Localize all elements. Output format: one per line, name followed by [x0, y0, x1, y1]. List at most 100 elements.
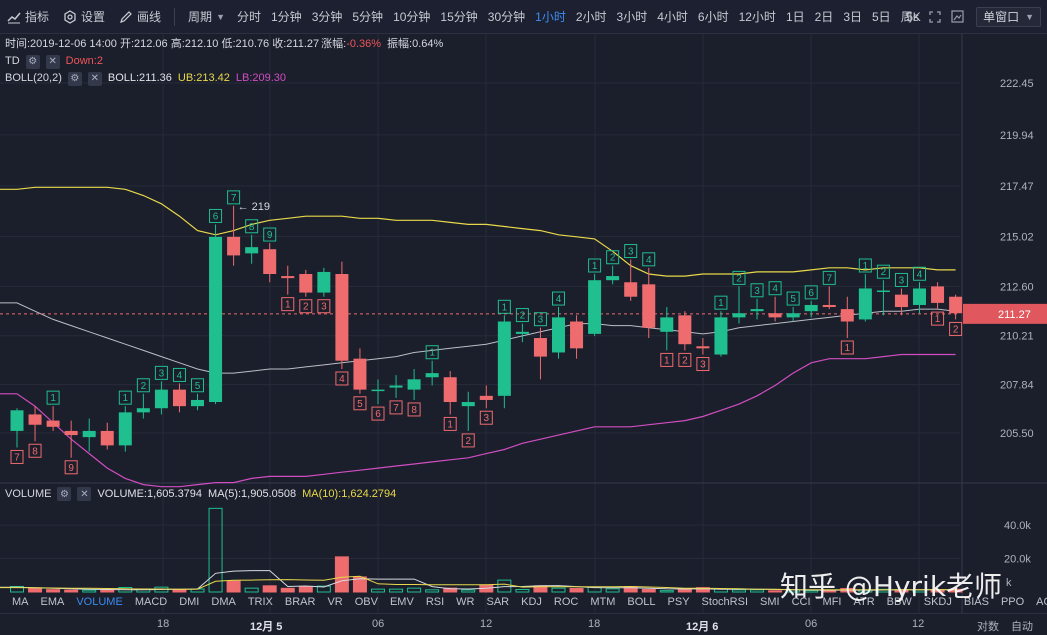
volume-bar: [371, 588, 385, 593]
period-option[interactable]: 3分钟: [311, 10, 343, 24]
candle-body: [191, 399, 204, 407]
period-dropdown[interactable]: 周期 ▼: [181, 0, 232, 33]
td-label: 4: [552, 291, 565, 306]
td-label: 2: [136, 378, 150, 393]
indicator-tab[interactable]: VR: [327, 596, 343, 608]
period-option[interactable]: 4小时: [657, 10, 688, 24]
td-label-text: 1: [718, 298, 724, 309]
volume-close-icon[interactable]: ✕: [77, 487, 92, 501]
screenshot-icon[interactable]: [946, 6, 968, 28]
period-option[interactable]: 3小时: [616, 10, 648, 24]
period-option[interactable]: 分时: [236, 10, 261, 24]
td-label: 2: [678, 352, 692, 367]
indicator-tab[interactable]: MTM: [590, 596, 616, 608]
td-settings-icon[interactable]: ⚙: [25, 54, 40, 69]
indicator-tab[interactable]: EMV: [389, 596, 414, 608]
td-label-text: 3: [484, 413, 490, 424]
td-label: 2: [515, 308, 529, 323]
candles: ← 219: [10, 201, 963, 458]
indicator-tab[interactable]: ATR: [853, 596, 875, 608]
indicator-tab[interactable]: BBW: [886, 596, 912, 608]
indicator-tab[interactable]: CCI: [791, 596, 811, 608]
period-option[interactable]: 30分钟: [487, 10, 526, 24]
volume-bar: [425, 589, 440, 593]
indicator-button[interactable]: 指标: [0, 0, 56, 33]
period-option[interactable]: 5日: [872, 10, 891, 24]
indicator-tab[interactable]: DMA: [211, 596, 236, 608]
indicator-tab[interactable]: VOLUME: [76, 596, 123, 608]
candle-body: [389, 385, 403, 388]
boll-close-icon[interactable]: ✕: [87, 71, 102, 86]
period-option[interactable]: 15分钟: [440, 10, 478, 24]
indicator-tab[interactable]: BIAS: [963, 596, 989, 608]
indicator-tab[interactable]: SMI: [760, 596, 780, 608]
period-option[interactable]: 12小时: [738, 10, 776, 24]
period-option[interactable]: 3日: [843, 10, 862, 24]
indicator-tab[interactable]: StochRSI: [701, 596, 749, 608]
volume-settings-icon[interactable]: ⚙: [57, 487, 72, 501]
td-label-box: [552, 291, 565, 306]
td-label-text: 2: [141, 381, 147, 392]
indicator-tab[interactable]: DMI: [179, 596, 200, 608]
boll-settings-icon[interactable]: ⚙: [67, 71, 82, 86]
indicator-tab[interactable]: KDJ: [521, 596, 542, 608]
indicator-tab[interactable]: PPO: [1000, 596, 1025, 608]
volume-bar: [334, 556, 349, 593]
indicator-tab[interactable]: SAR: [486, 596, 510, 608]
td-label-box: [281, 297, 295, 312]
period-option[interactable]: 2小时: [575, 10, 607, 24]
period-option[interactable]: 周K: [900, 10, 921, 24]
td-close-icon[interactable]: ✕: [45, 54, 60, 69]
indicator-tab[interactable]: MFI: [822, 596, 842, 608]
indicator-tab[interactable]: WR: [456, 596, 475, 608]
td-label-box: [606, 250, 620, 265]
indicator-tab[interactable]: TRIX: [247, 596, 273, 608]
candlestick-chart[interactable]: ← 219 7 8 1 9 1 2 3 4 5 6 7 8 9 1 2 3 4 5 6 7 8 1 1 2 3 1 2 3 4 1 2 3 4 1…: [0, 34, 1047, 613]
candle-body: [533, 338, 547, 357]
candle-body: [118, 412, 132, 446]
indicator-tab[interactable]: MA: [12, 596, 29, 608]
td-label: 4: [913, 266, 926, 281]
td-label: 1: [588, 258, 602, 273]
candle-body: [281, 276, 295, 279]
fullscreen-icon[interactable]: [924, 6, 946, 28]
candle-body: [894, 294, 908, 308]
settings-button[interactable]: 设置: [56, 0, 112, 33]
period-option[interactable]: 5分钟: [352, 10, 384, 24]
td-label-text: 6: [213, 211, 219, 222]
log-scale-toggle[interactable]: 对数: [977, 621, 999, 633]
td-label-text: 1: [664, 355, 670, 366]
refresh-interval[interactable]: 5s: [906, 9, 920, 24]
window-mode-select[interactable]: 单窗口 ▼: [976, 6, 1041, 27]
indicator-tab[interactable]: OBV: [354, 596, 378, 608]
candle-body: [515, 331, 529, 334]
draw-line-button[interactable]: 画线: [112, 0, 168, 33]
volume-bar: [244, 587, 259, 593]
td-label: 1: [425, 345, 439, 360]
indicator-tab[interactable]: RSI: [425, 596, 445, 608]
period-option[interactable]: 1小时: [535, 10, 566, 24]
indicator-tab[interactable]: EMA: [40, 596, 65, 608]
period-option[interactable]: 2日: [814, 10, 834, 24]
td-label-box: [154, 365, 168, 380]
td-label-box: [515, 308, 529, 323]
td-label-box: [28, 443, 42, 458]
candle-body: [154, 389, 168, 409]
indicator-tab[interactable]: MACD: [134, 596, 168, 608]
period-list: 分时 1分钟 3分钟 5分钟 10分钟 15分钟 30分钟 1小时 2小时 3小时 4小时 6小时 12…: [232, 0, 926, 33]
indicator-tab[interactable]: AO: [1036, 596, 1047, 608]
volume-bars: [0, 507, 963, 593]
td-label-text: 1: [50, 393, 56, 404]
indicator-tab[interactable]: PSY: [667, 596, 690, 608]
indicator-tab[interactable]: BOLL: [627, 596, 656, 608]
period-option[interactable]: 10分钟: [393, 10, 431, 24]
auto-scale-toggle[interactable]: 自动: [1011, 621, 1033, 633]
period-option[interactable]: 6小时: [697, 10, 729, 24]
period-option[interactable]: 1日: [785, 10, 805, 24]
indicator-tab[interactable]: ROC: [553, 596, 579, 608]
indicator-tab[interactable]: SKDJ: [923, 596, 952, 608]
indicator-tab[interactable]: BRAR: [284, 596, 316, 608]
td-label-box: [317, 299, 331, 314]
price-tick-label: 215.02: [1000, 231, 1034, 243]
period-option[interactable]: 1分钟: [271, 10, 302, 24]
